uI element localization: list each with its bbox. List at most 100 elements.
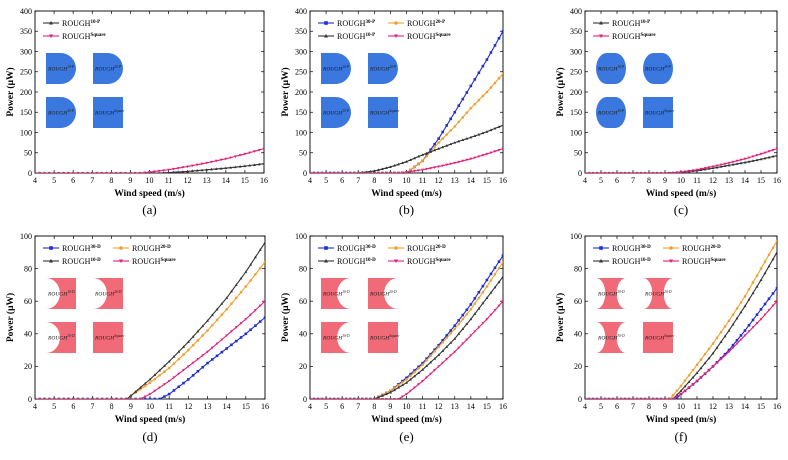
series-point xyxy=(699,366,703,370)
series-point xyxy=(755,284,759,288)
series-point xyxy=(393,171,396,173)
y-tick-label: 40 xyxy=(299,330,307,339)
series-point xyxy=(405,378,408,381)
series-point xyxy=(775,154,777,157)
series-point xyxy=(743,329,747,332)
legend-label-main: ROUGH xyxy=(132,244,161,253)
legend-label: ROUGH10-P xyxy=(337,32,375,41)
series-point xyxy=(43,397,47,399)
inset-shape xyxy=(596,53,626,84)
x-tick-label: 14 xyxy=(223,402,231,411)
series-point xyxy=(723,164,727,168)
series-point xyxy=(477,296,481,300)
series-point xyxy=(393,397,396,399)
series-point xyxy=(186,165,190,169)
series-point xyxy=(751,155,755,158)
series-point xyxy=(233,165,237,169)
series-point xyxy=(441,341,444,344)
x-tick-label: 8 xyxy=(372,176,376,185)
inset-shape xyxy=(643,97,673,128)
series-point xyxy=(441,349,445,352)
series-point xyxy=(364,397,368,399)
legend-label: ROUGH10-P xyxy=(62,19,100,28)
series-point xyxy=(635,397,639,399)
series-point xyxy=(457,319,461,322)
x-tick-label: 10 xyxy=(677,176,685,185)
series-point xyxy=(663,171,667,173)
series-point xyxy=(201,365,205,369)
inset-e-30-d: ROUGH30-D xyxy=(321,322,351,353)
y-tick-label: 0 xyxy=(303,395,307,404)
legend-label-sub: 10-D xyxy=(365,258,376,263)
series-point xyxy=(751,291,755,295)
series-point xyxy=(57,397,61,399)
series-point xyxy=(489,291,493,294)
legend-label: ROUGH20-D xyxy=(407,244,446,253)
y-tick-label: 0 xyxy=(303,169,307,178)
series-point xyxy=(631,397,635,399)
x-tick-label: 16 xyxy=(773,176,781,185)
series-point xyxy=(230,302,233,305)
series-point xyxy=(449,341,453,344)
series-point xyxy=(473,330,477,333)
series-point xyxy=(239,336,243,339)
legend-swatch-marker xyxy=(49,246,53,250)
series-point xyxy=(417,154,420,158)
series-point xyxy=(763,313,767,317)
series-point xyxy=(441,361,445,365)
series-point xyxy=(719,330,723,334)
series-point xyxy=(735,307,739,310)
series-point xyxy=(449,162,453,166)
series-point xyxy=(707,356,711,360)
series-point xyxy=(158,397,161,399)
x-tick-label: 15 xyxy=(757,402,765,411)
inset-c-30-p: ROUGH30-P xyxy=(595,97,626,128)
series-point xyxy=(248,151,252,155)
series-point xyxy=(723,325,727,328)
y-tick-label: 400 xyxy=(20,7,32,16)
series-point xyxy=(380,171,384,173)
series-point xyxy=(461,159,465,163)
legend-entry: ROUGHSquare xyxy=(388,32,451,41)
legend-label: ROUGHSquare xyxy=(132,257,176,266)
series-point xyxy=(225,308,228,311)
inset-label: ROUGH10-D xyxy=(47,290,75,298)
inset-label-sub: 30-P xyxy=(617,109,625,113)
series-point xyxy=(755,313,759,316)
series-point xyxy=(162,169,166,172)
series-point xyxy=(711,342,715,345)
y-tick-label: 300 xyxy=(20,47,32,56)
series-point xyxy=(413,165,416,169)
series-point xyxy=(635,171,639,173)
x-tick-label: 9 xyxy=(128,176,132,185)
series-point xyxy=(157,169,161,173)
series-point xyxy=(95,397,99,399)
y-tick-label: 300 xyxy=(570,47,582,56)
series-point xyxy=(182,381,185,385)
series-point xyxy=(52,397,56,399)
series-point xyxy=(206,350,209,354)
series-point xyxy=(457,160,461,164)
series-point xyxy=(230,343,233,347)
series-point xyxy=(473,302,477,305)
inset-label-main: ROUGH xyxy=(369,67,390,73)
series-point xyxy=(695,168,699,172)
legend-label-main: ROUGH xyxy=(612,244,641,253)
series-point xyxy=(57,171,61,173)
series-point xyxy=(675,395,679,399)
series-point xyxy=(243,152,247,156)
inset-shape xyxy=(596,322,626,353)
legend-swatch-marker xyxy=(324,33,328,38)
series-point xyxy=(763,260,767,263)
x-tick-label: 8 xyxy=(372,402,376,411)
legend-swatch-marker xyxy=(49,20,53,25)
series-point xyxy=(312,171,316,173)
inset-label: ROUGH30-D xyxy=(597,334,625,342)
series-point xyxy=(755,322,759,325)
series-point xyxy=(100,397,104,399)
series-point xyxy=(421,368,425,371)
legend-entry: ROUGHSquare xyxy=(663,257,726,266)
